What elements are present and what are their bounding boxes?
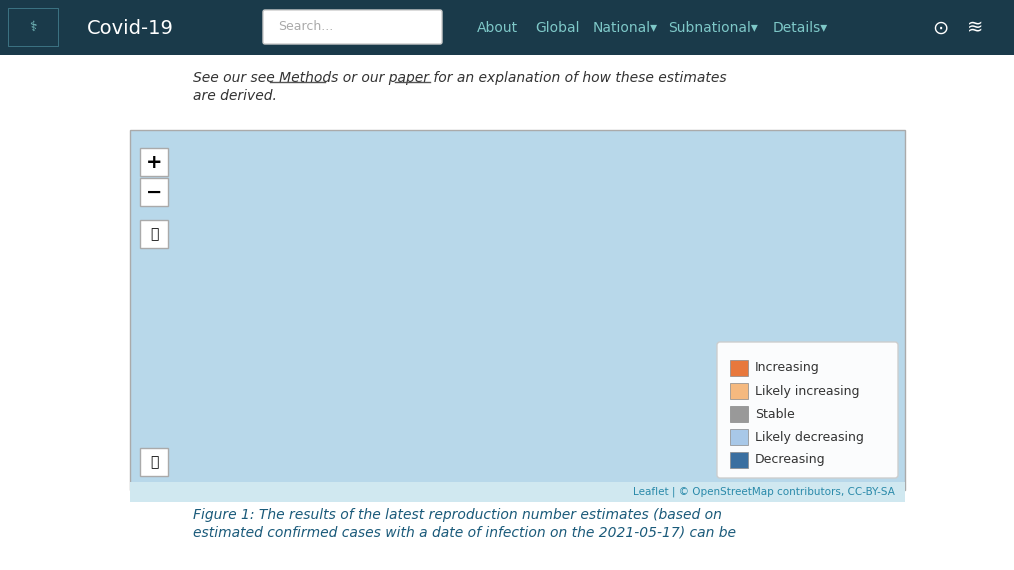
Text: Search...: Search... [278, 21, 334, 34]
Text: estimated confirmed cases with a date of infection on the 2021-05-17) can be: estimated confirmed cases with a date of… [193, 525, 736, 539]
FancyBboxPatch shape [263, 10, 442, 44]
Text: Stable: Stable [755, 408, 795, 421]
Text: Likely increasing: Likely increasing [755, 385, 860, 397]
Text: ⊙: ⊙ [932, 18, 948, 38]
Text: Decreasing: Decreasing [755, 454, 825, 466]
Bar [730, 360, 748, 376]
Bar [140, 178, 168, 206]
Text: Increasing: Increasing [755, 361, 819, 374]
Text: ⚕: ⚕ [29, 20, 37, 34]
Text: About: About [477, 21, 517, 35]
Text: Global: Global [535, 21, 580, 35]
Text: +: + [146, 153, 162, 172]
Bar [730, 429, 748, 445]
Bar [130, 130, 906, 490]
Bar [140, 448, 168, 476]
Text: National▾: National▾ [592, 21, 657, 35]
Text: 🌐: 🌐 [150, 227, 158, 241]
Bar [730, 406, 748, 422]
Text: See our see Methods or our paper for an explanation of how these estimates: See our see Methods or our paper for an … [193, 71, 727, 85]
Text: −: − [146, 182, 162, 202]
Bar [140, 220, 168, 248]
Text: Figure 1: The results of the latest reproduction number estimates (based on: Figure 1: The results of the latest repr… [193, 508, 722, 522]
Text: ≋: ≋ [966, 18, 984, 38]
Bar [130, 482, 906, 502]
FancyBboxPatch shape [717, 342, 898, 478]
Text: Covid-19: Covid-19 [86, 18, 173, 38]
Bar [140, 148, 168, 176]
Text: are derived.: are derived. [193, 89, 277, 103]
Bar [8, 8, 58, 46]
Text: Subnational▾: Subnational▾ [668, 21, 757, 35]
Bar [730, 452, 748, 468]
Text: Likely decreasing: Likely decreasing [755, 430, 864, 443]
Text: Leaflet | © OpenStreetMap contributors, CC-BY-SA: Leaflet | © OpenStreetMap contributors, … [633, 487, 895, 497]
Text: ⛶: ⛶ [150, 455, 158, 469]
Bar [0, 0, 1014, 55]
Bar [730, 383, 748, 399]
Text: Details▾: Details▾ [773, 21, 827, 35]
